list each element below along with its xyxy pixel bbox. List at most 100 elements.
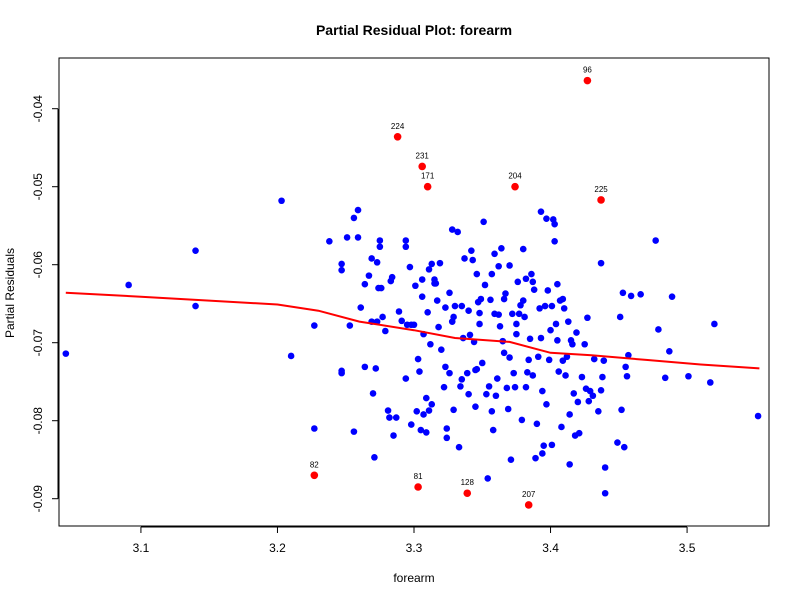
data-point	[623, 372, 631, 380]
data-point	[540, 442, 548, 449]
data-point	[402, 243, 410, 251]
data-point	[539, 387, 546, 395]
data-point	[548, 441, 556, 449]
data-point	[414, 355, 422, 363]
data-point	[552, 320, 560, 328]
data-point	[559, 295, 567, 303]
data-point	[338, 369, 345, 377]
data-point	[365, 272, 373, 279]
point-label: 171	[421, 172, 435, 181]
data-point	[573, 329, 580, 336]
data-point	[422, 394, 430, 402]
data-points	[62, 197, 762, 497]
data-point	[438, 346, 445, 354]
data-point	[455, 443, 463, 451]
highlighted-point	[583, 76, 592, 85]
data-point	[458, 376, 466, 383]
data-point	[533, 420, 541, 428]
data-point	[354, 234, 362, 241]
data-point	[618, 406, 625, 414]
data-point	[422, 429, 430, 436]
data-point	[402, 375, 410, 382]
data-point	[357, 304, 365, 311]
chart-title: Partial Residual Plot: forearm	[316, 22, 512, 38]
data-point	[428, 401, 436, 408]
point-label: 224	[391, 122, 405, 131]
data-point	[529, 278, 537, 286]
data-point	[554, 337, 561, 344]
data-point	[601, 489, 609, 497]
y-tick-label: -0.08	[31, 407, 45, 435]
data-point	[417, 426, 425, 434]
data-point	[511, 383, 519, 391]
data-point	[450, 406, 457, 414]
data-point	[418, 293, 426, 300]
data-point	[597, 386, 605, 394]
data-point	[388, 273, 396, 281]
data-point	[432, 280, 440, 287]
point-label: 207	[522, 490, 536, 499]
data-point	[668, 293, 676, 300]
data-point	[424, 308, 431, 316]
data-point	[433, 297, 441, 304]
data-point	[515, 310, 523, 318]
data-point	[392, 414, 400, 421]
data-point	[622, 363, 629, 371]
data-point	[544, 287, 552, 294]
highlighted-point	[597, 196, 605, 204]
data-point	[406, 263, 414, 271]
data-point	[372, 365, 380, 372]
data-point	[442, 363, 449, 371]
data-point	[466, 331, 474, 339]
highlighted-point	[423, 182, 432, 191]
data-point	[601, 464, 609, 471]
data-point	[599, 373, 606, 381]
data-point	[543, 401, 550, 408]
data-point	[555, 368, 563, 375]
data-point	[585, 397, 593, 405]
data-point	[597, 259, 605, 267]
data-point	[436, 259, 444, 267]
data-point	[560, 305, 568, 312]
data-point	[564, 318, 572, 325]
data-point	[384, 407, 392, 414]
data-point	[369, 390, 377, 397]
data-point	[539, 450, 546, 457]
data-point	[377, 284, 385, 292]
x-axis: 3.1 3.2 3.3 3.4 3.5	[133, 526, 696, 555]
point-label: 96	[583, 66, 592, 75]
y-tick-label: -0.06	[31, 251, 45, 279]
data-point	[525, 356, 532, 364]
data-point	[465, 307, 472, 315]
data-point	[528, 270, 535, 278]
data-point	[502, 290, 509, 297]
data-point	[514, 278, 522, 286]
data-point	[562, 372, 569, 379]
data-point	[519, 245, 527, 253]
data-point	[361, 363, 369, 371]
data-point	[558, 423, 565, 431]
data-point	[361, 280, 369, 288]
data-point	[661, 374, 669, 382]
data-point	[526, 335, 534, 343]
x-axis-label: forearm	[393, 571, 434, 585]
data-point	[488, 408, 496, 415]
data-point	[477, 295, 485, 303]
data-point	[509, 310, 516, 318]
data-point	[574, 398, 582, 406]
data-point	[326, 238, 333, 245]
data-point	[390, 432, 397, 439]
data-point	[476, 320, 483, 328]
data-point	[488, 270, 496, 278]
data-point	[570, 390, 578, 397]
smooth-line	[65, 291, 760, 370]
data-point	[483, 390, 490, 398]
data-point	[537, 208, 545, 215]
data-point	[450, 313, 457, 321]
data-point	[478, 359, 486, 367]
highlighted-point	[418, 162, 426, 171]
y-tick-label: -0.04	[31, 95, 45, 123]
data-point	[443, 425, 451, 432]
data-point	[62, 350, 70, 357]
